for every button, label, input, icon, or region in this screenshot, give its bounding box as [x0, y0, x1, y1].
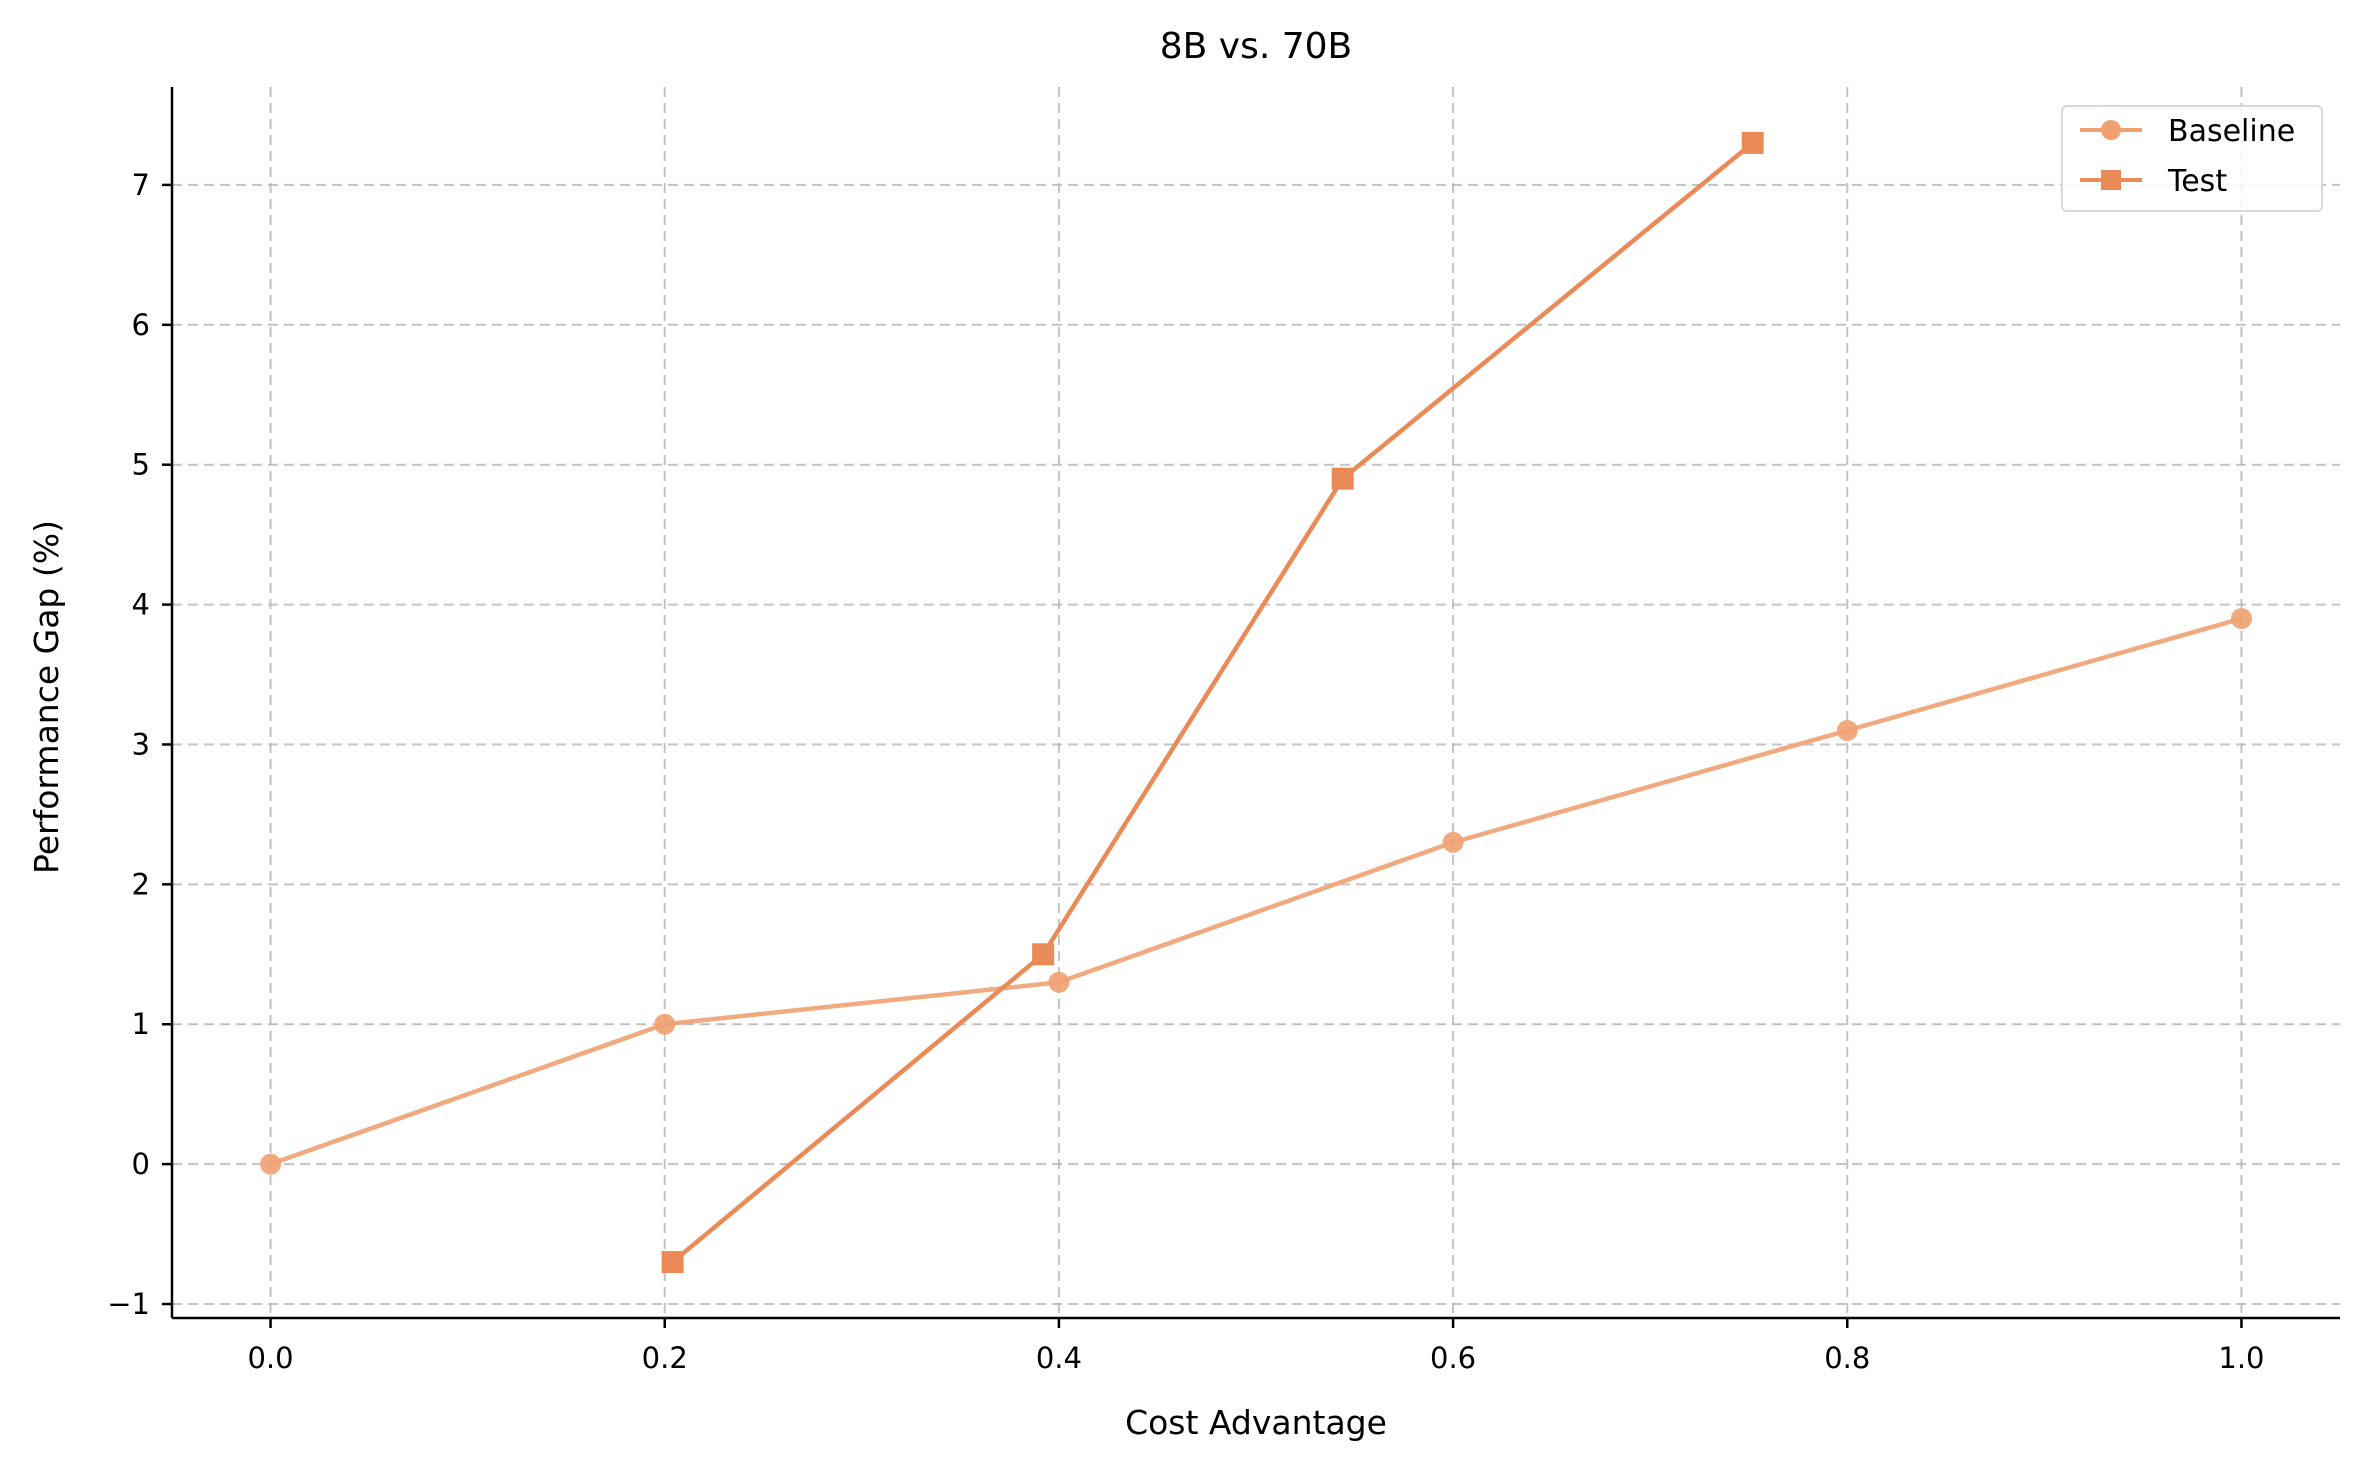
- legend: Baseline Test: [2061, 105, 2323, 212]
- x-axis-label: Cost Advantage: [1125, 1403, 1387, 1442]
- y-tick-label: 0: [132, 1147, 150, 1181]
- y-tick-label: 6: [132, 308, 150, 342]
- x-tick-label: 0.8: [1824, 1341, 1870, 1375]
- baseline-series-line: [268, 616, 2244, 1167]
- legend-test-label: Test: [2167, 164, 2227, 199]
- baseline-data-point: [654, 1013, 676, 1035]
- ticks-layer: 0.0 0.2 0.4 0.6 0.8 1.0 −1 0 1 2 3 4 5 6 7: [107, 168, 2264, 1375]
- x-tick-label: 0.0: [247, 1341, 293, 1375]
- baseline-data-point: [1836, 719, 1858, 741]
- y-tick-label: 2: [132, 867, 150, 901]
- baseline-data-point: [1442, 831, 1464, 853]
- test-data-point: [1331, 467, 1354, 490]
- test-data-point: [1741, 131, 1764, 154]
- x-tick-label: 0.6: [1430, 1341, 1476, 1375]
- y-axis-label: Performance Gap (%): [27, 520, 66, 874]
- y-tick-label: 5: [132, 448, 150, 482]
- baseline-data-point: [2230, 608, 2252, 630]
- y-tick-label: 4: [132, 588, 150, 622]
- test-data-point: [1032, 943, 1055, 966]
- legend-baseline-label: Baseline: [2168, 114, 2295, 149]
- x-tick-label: 0.4: [1036, 1341, 1082, 1375]
- legend-test-marker: [2101, 170, 2121, 190]
- x-tick-label: 0.2: [642, 1341, 688, 1375]
- test-series-line: [670, 140, 1755, 1265]
- baseline-data-point: [1048, 971, 1070, 993]
- y-tick-label: 1: [132, 1007, 150, 1041]
- legend-box: [2061, 105, 2323, 212]
- y-tick-label: 7: [132, 168, 150, 202]
- series-layer: [260, 131, 2252, 1274]
- grid-layer: [172, 87, 2340, 1318]
- chart-title: 8B vs. 70B: [1160, 26, 1353, 67]
- test-data-point: [661, 1251, 684, 1274]
- x-tick-label: 1.0: [2218, 1341, 2264, 1375]
- baseline-data-point: [260, 1153, 282, 1175]
- y-tick-label: 3: [132, 727, 150, 761]
- axes-layer: [170, 87, 2340, 1320]
- y-tick-label: −1: [107, 1287, 150, 1321]
- legend-baseline-marker: [2101, 120, 2121, 140]
